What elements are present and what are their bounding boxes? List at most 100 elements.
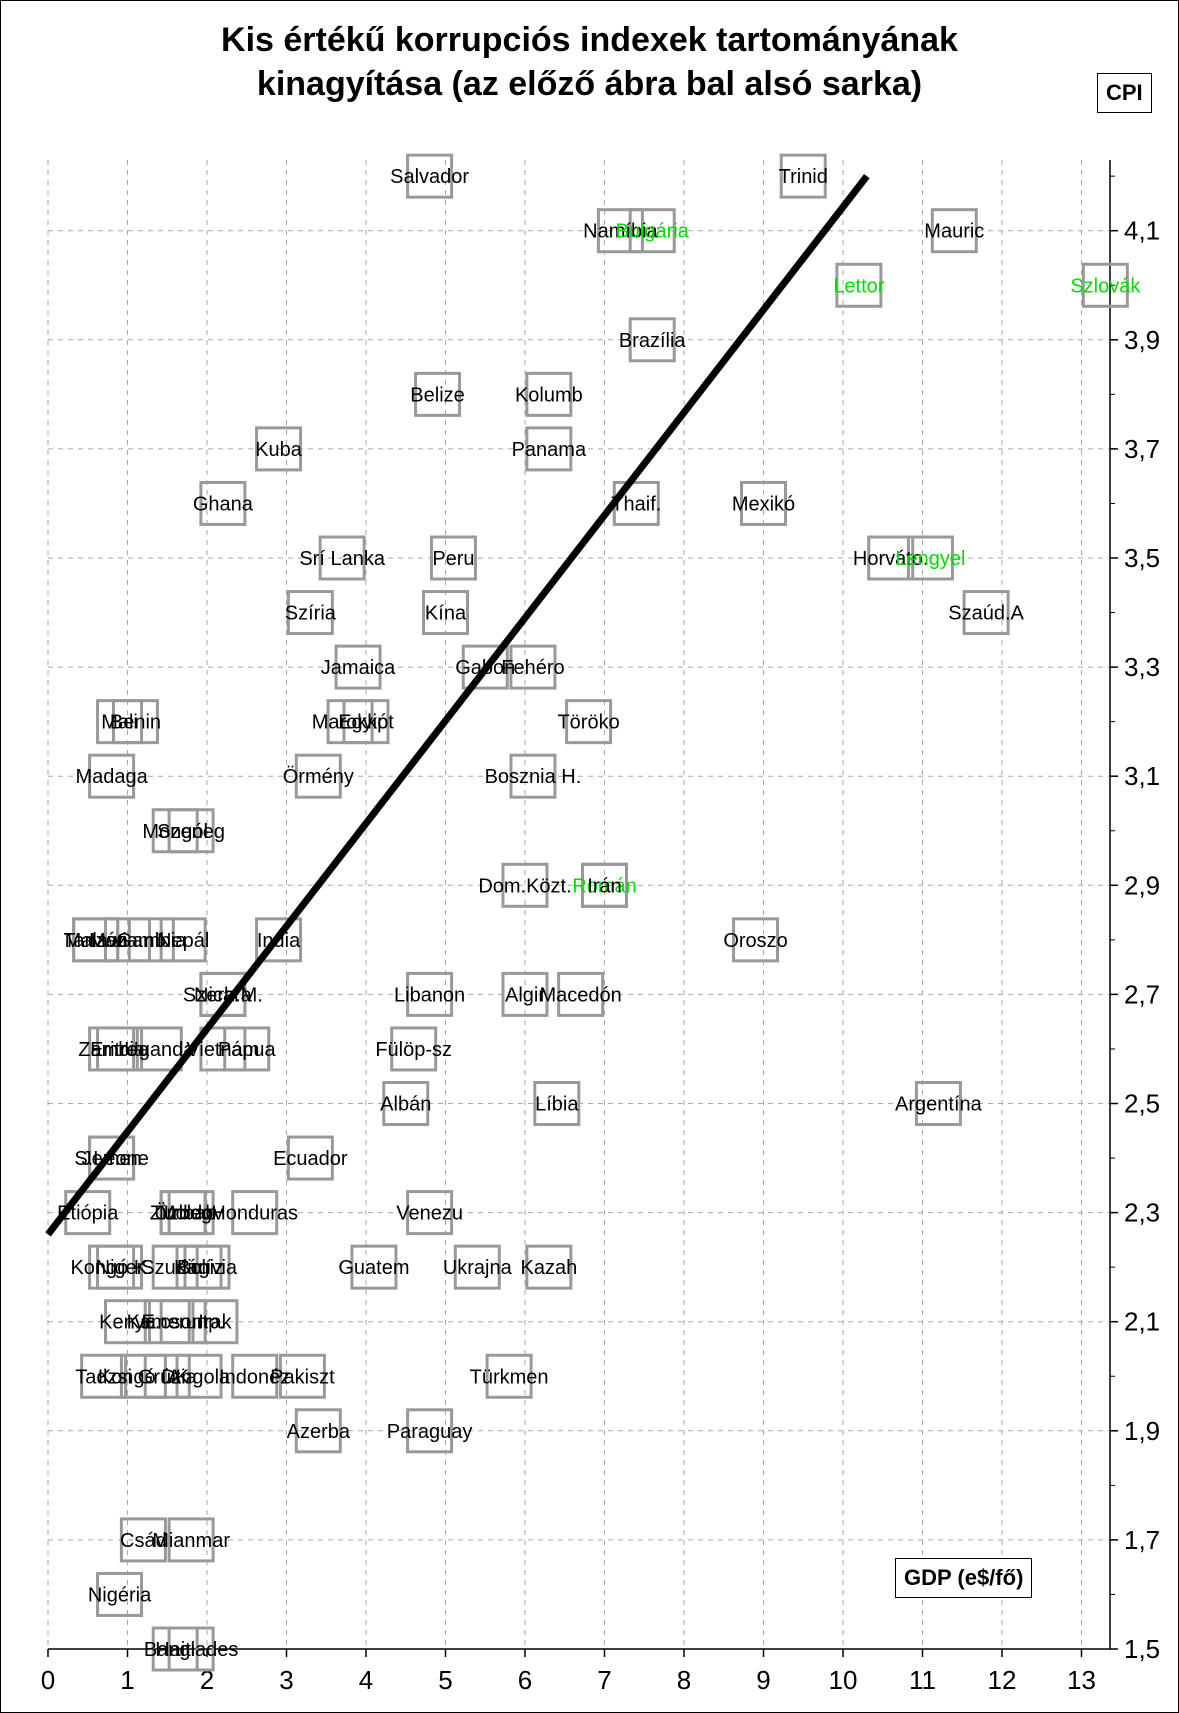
point-marker [191,1299,239,1345]
point-marker [88,753,136,799]
point-label: Bolívia [177,1257,238,1279]
point-label: Mali [101,712,138,734]
point-label: Horváto. [853,548,929,570]
point-label: Nepál [157,930,209,952]
y-tick-label: 2,5 [1124,1089,1160,1119]
point-label: Srí Lanka [299,548,385,570]
point-marker [342,699,390,745]
point-label: Haiti [155,1639,195,1661]
point-label: Kenya [99,1312,157,1334]
point-label: Namíbia [583,221,658,243]
point-marker [72,917,120,963]
point-label: Pakiszt [270,1366,335,1388]
point-label: Szerb.M. [183,984,263,1006]
point-label: Angola [168,1366,231,1388]
point-label: Uganda [124,1039,195,1061]
point-label: Szlovák [1070,275,1141,297]
point-marker [199,1026,247,1072]
point-label: Szaúd.A [948,603,1024,625]
point-label: Bosznia H. [485,766,582,788]
point-label: Nicara [194,984,253,1006]
point-marker [255,426,303,472]
point-label: Belize [410,384,464,406]
y-tick-label: 2,9 [1124,870,1160,900]
point-marker [167,1517,215,1563]
point-label: Mianmar [152,1530,230,1552]
y-tick-label: 1,5 [1124,1634,1160,1664]
point-marker [930,208,978,254]
point-marker [104,1299,151,1345]
point-label: Brazília [619,330,687,352]
point-label: Csád [120,1530,167,1552]
x-axis-label: GDP (e$/fő) [895,1558,1033,1598]
y-tick-label: 3,3 [1124,652,1160,682]
point-label: Üzbeg [154,1203,212,1225]
x-tick-label: 7 [597,1665,611,1695]
point-marker [525,1244,573,1290]
x-tick-label: 6 [518,1665,532,1695]
point-label: Mozamb [89,930,166,952]
point-marker [406,1190,454,1236]
x-tick-label: 0 [41,1665,55,1695]
x-tick-label: 11 [909,1665,936,1695]
point-label: Banglades [144,1639,239,1661]
point-marker [740,480,787,526]
point-label: Indonéz [219,1366,290,1388]
point-label: Guatem [338,1257,409,1279]
point-marker [501,862,549,908]
point-label: Nigéria [88,1584,152,1606]
point-label: Jemen [82,1148,142,1170]
point-label: Oroszo [723,930,787,952]
point-marker [88,1135,136,1181]
point-label: Panama [512,439,587,461]
point-marker [406,1408,454,1454]
point-marker [199,480,247,526]
point-label: Kolumb [515,384,583,406]
point-marker [914,1081,962,1126]
point-label: Kongó K. [70,1257,152,1279]
point-marker [231,1190,279,1236]
x-tick-label: 9 [756,1665,770,1695]
point-marker [119,1517,167,1563]
x-tick-label: 12 [988,1665,1017,1695]
point-marker [525,426,573,472]
point-marker [501,971,549,1017]
point-label: Egyipt [338,712,394,734]
y-axis-ticks: 1,5 1,7 1,9 2,1 2,3 2,5 2,7 2,9 3,1 3,3 3,5 3,7 3,9 4… [1110,175,1160,1664]
point-label: Ukrajna [443,1257,513,1279]
point-label: Bulgária [616,221,690,243]
point-marker [422,590,469,636]
point-marker [135,1026,183,1072]
point-label: Trinid [779,166,828,188]
point-marker [581,862,628,908]
point-marker [565,699,613,745]
point-marker [278,1353,326,1399]
point-marker [779,153,827,199]
point-label: Eritrea [90,1039,150,1061]
point-marker [485,1353,533,1399]
point-label: Mongól [142,821,208,843]
point-marker [255,917,303,963]
point-marker [167,808,215,854]
x-tick-label: 5 [438,1665,452,1695]
point-label: Lengyel [895,548,965,570]
point-label: Niger [96,1257,144,1279]
point-label: Kuba [255,439,303,461]
point-marker [461,644,509,690]
point-marker [286,1135,334,1181]
point-marker [429,535,477,581]
point-marker [119,1353,167,1399]
point-label: Lettor [833,275,884,297]
x-tick-label: 10 [829,1665,858,1695]
point-marker [382,1081,430,1126]
point-label: India [257,930,301,952]
point-marker [406,971,454,1017]
point-marker [557,971,605,1017]
point-label: Kína [425,603,467,625]
point-label: Irán [587,875,621,897]
point-label: Albán [380,1094,431,1116]
point-marker [390,1026,438,1072]
chart-title: Kis értékű korrupciós indexek tartományá… [0,18,1179,106]
point-markers [64,153,1129,1672]
